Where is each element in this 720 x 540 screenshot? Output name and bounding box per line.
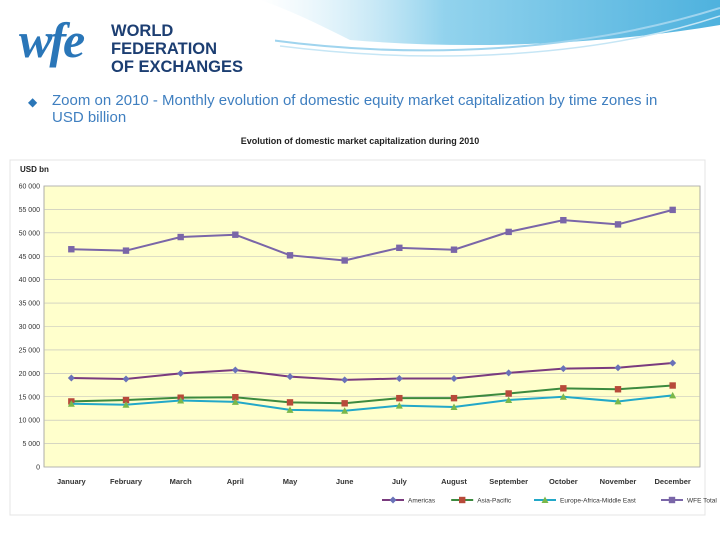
data-point-wfe_total (177, 233, 184, 241)
y-tick-label: 5 000 (22, 441, 40, 448)
data-point-wfe_total (286, 252, 294, 259)
legend-marker-asia_pacific (459, 496, 466, 504)
logo-line-1: WORLD FEDERATION (111, 22, 218, 58)
y-tick-label: 20 000 (19, 371, 41, 378)
data-point-europe (395, 402, 403, 409)
y-tick-label: 25 000 (19, 347, 41, 354)
data-point-americas (67, 374, 75, 382)
x-tick-label: February (110, 477, 143, 486)
legend-label-wfe_total: WFE Total (687, 498, 717, 505)
data-point-wfe_total (505, 228, 512, 236)
data-point-asia_pacific (450, 394, 458, 402)
x-tick-label: December (655, 477, 691, 486)
data-point-asia_pacific (286, 399, 294, 406)
data-point-wfe_total (614, 221, 622, 228)
x-tick-label: January (57, 477, 87, 486)
slide-heading: Zoom on 2010 - Monthly evolution of dome… (52, 92, 658, 126)
data-point-europe (505, 396, 513, 404)
y-tick-label: 40 000 (19, 277, 41, 284)
data-point-europe (669, 391, 677, 399)
logo-wordmark: WORLD FEDERATION OF EXCHANGES (111, 22, 275, 76)
data-point-europe (177, 396, 185, 404)
x-tick-label: November (600, 477, 637, 486)
data-point-americas (614, 364, 622, 372)
data-point-wfe_total (341, 257, 348, 264)
data-point-europe (559, 393, 567, 400)
data-point-europe (450, 403, 458, 411)
data-point-europe (341, 407, 349, 414)
data-point-wfe_total (450, 246, 458, 253)
y-tick-label: 60 000 (19, 184, 41, 191)
data-point-asia_pacific (669, 382, 676, 389)
y-tick-label: 0 (36, 465, 40, 472)
legend-label-europe: Europe-Africa-Middle East (560, 498, 636, 505)
x-tick-label: May (283, 477, 298, 486)
data-point-wfe_total (122, 247, 130, 254)
data-point-asia_pacific (560, 385, 567, 392)
legend-marker-wfe_total (668, 496, 676, 504)
data-point-americas (122, 375, 130, 383)
data-point-wfe_total (396, 244, 403, 252)
data-point-americas (669, 359, 677, 367)
data-point-asia_pacific (122, 396, 130, 404)
x-tick-label: March (170, 477, 193, 486)
logo-mark: wfe (19, 12, 85, 68)
y-tick-label: 30 000 (19, 324, 41, 331)
data-point-americas (559, 365, 567, 373)
legend-label-americas: Americas (408, 498, 436, 505)
data-point-asia_pacific (614, 386, 622, 393)
legend-label-asia_pacific: Asia-Pacific (477, 498, 512, 505)
series-line-europe (71, 394, 673, 412)
x-tick-label: June (336, 477, 354, 486)
header-swoosh-decoration (260, 0, 720, 57)
wfe-logo: wfe WORLD FEDERATION OF EXCHANGES (15, 8, 275, 76)
legend-marker-europe (541, 496, 549, 503)
data-point-asia_pacific (396, 394, 403, 402)
y-tick-label: 10 000 (19, 418, 41, 425)
data-point-americas (341, 376, 349, 384)
logo-line-2: OF EXCHANGES (111, 58, 244, 76)
data-point-americas (450, 374, 458, 382)
data-point-americas (177, 369, 185, 377)
series-line-americas (71, 362, 673, 381)
data-point-europe (67, 400, 75, 407)
data-point-wfe_total (232, 231, 239, 238)
data-point-wfe_total (669, 206, 676, 214)
data-point-wfe_total (560, 216, 567, 224)
legend-marker-americas (389, 496, 397, 504)
y-tick-label: 45 000 (19, 254, 41, 261)
series-line-wfe_total (71, 208, 673, 262)
data-point-wfe_total (68, 246, 75, 253)
data-point-americas (286, 373, 294, 381)
y-tick-label: 50 000 (19, 230, 41, 237)
series-line-asia_pacific (71, 384, 673, 405)
data-point-europe (231, 398, 239, 405)
y-tick-label: 55 000 (19, 207, 41, 214)
data-point-europe (614, 397, 622, 405)
data-point-asia_pacific (505, 390, 512, 397)
diamond-bullet-icon: ◆ (28, 95, 38, 109)
line-chart: USD bn 0 5 000 10 000 15 000 20 000 25 000 30 0… (9, 159, 717, 516)
data-point-europe (122, 401, 130, 408)
x-tick-label: September (489, 477, 528, 486)
y-axis-label: USD bn (20, 165, 49, 174)
y-tick-label: 35 000 (19, 301, 41, 308)
x-tick-label: October (549, 477, 578, 486)
chart-title: Evolution of domestic market capitalizat… (240, 136, 480, 146)
x-tick-label: July (392, 477, 408, 486)
data-point-americas (231, 366, 239, 374)
data-point-asia_pacific (341, 400, 348, 407)
data-point-europe (286, 406, 294, 413)
data-point-americas (505, 369, 513, 377)
y-tick-label: 15 000 (19, 394, 41, 401)
x-tick-label: August (441, 477, 467, 486)
data-point-americas (395, 374, 403, 382)
x-tick-label: April (227, 477, 244, 486)
data-point-asia_pacific (232, 394, 239, 401)
